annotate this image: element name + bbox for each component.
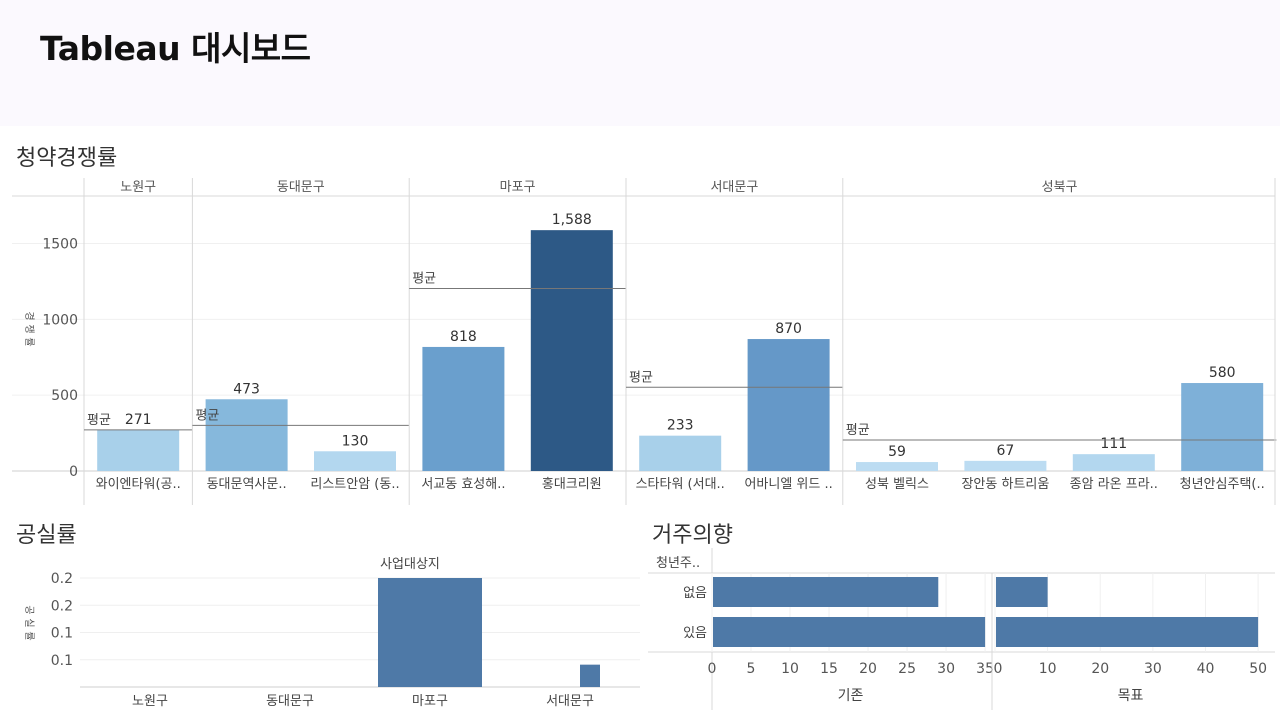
- row-label: 없음: [683, 586, 707, 601]
- panel-label: 기존: [838, 688, 864, 704]
- slide-title: Tableau 대시보드: [40, 29, 311, 68]
- x-tick-label: 30: [937, 661, 955, 677]
- y-tick-label: 0.2: [51, 598, 73, 614]
- bar: [422, 346, 505, 471]
- bar-category-label: 와이엔타워(공..: [96, 477, 181, 492]
- bar-category-label: 어바니엘 위드 ..: [744, 477, 832, 492]
- bar-category-label: 스타타워 (서대..: [636, 477, 725, 492]
- bar-category-label: 종암 라온 프라..: [1070, 477, 1158, 492]
- y-axis-title-glyph: 률: [23, 337, 35, 346]
- bar: [713, 617, 986, 647]
- group-header: 노원구: [120, 180, 156, 195]
- bar-value-label: 59: [888, 444, 906, 460]
- bar: [964, 460, 1047, 471]
- group-header: 마포구: [500, 180, 536, 195]
- bar: [580, 664, 600, 687]
- bar: [1181, 383, 1264, 471]
- bar-value-label: 818: [450, 329, 477, 345]
- bar: [530, 230, 613, 471]
- y-tick-label: 0.1: [51, 653, 73, 669]
- average-label: 평균: [412, 272, 436, 287]
- bar-value-label: 580: [1209, 365, 1236, 381]
- group-header: 동대문구: [277, 180, 325, 195]
- average-label: 평균: [846, 423, 870, 438]
- y-axis-title-glyph: 실: [23, 618, 35, 627]
- bar: [205, 399, 288, 471]
- bar-category-label: 청년안심주택(..: [1180, 477, 1265, 492]
- y-tick-label: 1500: [42, 237, 78, 253]
- vacancy-header: 사업대상지: [380, 557, 440, 572]
- bar: [996, 577, 1048, 607]
- y-tick-label: 0: [69, 464, 78, 480]
- y-tick-label: 500: [51, 388, 78, 404]
- x-tick-label: 35: [976, 661, 994, 677]
- y-axis-title-glyph: 공: [23, 605, 35, 614]
- bar: [747, 339, 830, 471]
- bar-value-label: 1,588: [552, 212, 592, 228]
- competition-title: 청약경쟁률: [16, 146, 118, 171]
- x-tick-label: 20: [859, 661, 877, 677]
- bar-value-label: 473: [233, 381, 260, 397]
- bar: [713, 577, 939, 607]
- y-axis-title-glyph: 쟁: [23, 324, 35, 333]
- vacancy-title: 공실률: [16, 523, 77, 548]
- group-header: 서대문구: [710, 180, 758, 195]
- bar-value-label: 271: [125, 412, 152, 428]
- bar: [97, 429, 180, 471]
- row-label: 있음: [683, 626, 707, 641]
- x-category-label: 마포구: [412, 694, 448, 709]
- y-axis-title-glyph: 경: [23, 311, 36, 320]
- average-label: 평균: [87, 413, 111, 428]
- bar-category-label: 성북 벨릭스: [865, 477, 929, 492]
- x-tick-label: 10: [781, 661, 799, 677]
- x-tick-label: 20: [1091, 661, 1109, 677]
- x-tick-label: 5: [747, 661, 756, 677]
- x-category-label: 노원구: [132, 694, 168, 709]
- bar-category-label: 장안동 하트리움: [961, 477, 1049, 492]
- x-tick-label: 25: [898, 661, 916, 677]
- x-tick-label: 10: [1039, 661, 1057, 677]
- intention-header: 청년주..: [656, 556, 700, 571]
- x-tick-label: 50: [1249, 661, 1267, 677]
- bar-value-label: 111: [1100, 436, 1127, 452]
- bar-value-label: 233: [667, 418, 694, 434]
- group-header: 성북구: [1042, 180, 1078, 195]
- bar-category-label: 리스트안암 (동..: [310, 477, 399, 492]
- x-category-label: 서대문구: [546, 694, 594, 709]
- bar-value-label: 67: [996, 443, 1014, 459]
- bar: [996, 617, 1259, 647]
- bar: [1072, 454, 1155, 471]
- bar: [856, 462, 938, 471]
- y-axis-title-glyph: 률: [23, 631, 35, 640]
- bar-category-label: 홍대크리원: [542, 477, 602, 492]
- average-label: 평균: [629, 370, 653, 385]
- y-tick-label: 0.2: [51, 571, 73, 587]
- x-tick-label: 40: [1197, 661, 1215, 677]
- x-tick-label: 30: [1144, 661, 1162, 677]
- panel-label: 목표: [1118, 688, 1144, 704]
- y-tick-label: 1000: [42, 312, 78, 328]
- x-category-label: 동대문구: [266, 694, 314, 709]
- bar: [314, 451, 396, 471]
- bar-value-label: 130: [342, 433, 369, 449]
- bar: [639, 435, 722, 471]
- bar-category-label: 서교동 효성해..: [421, 477, 505, 492]
- average-label: 평균: [195, 408, 219, 423]
- x-tick-label: 0: [708, 661, 717, 677]
- x-tick-label: 0: [994, 661, 1003, 677]
- bar-value-label: 870: [775, 321, 802, 337]
- x-tick-label: 15: [820, 661, 838, 677]
- bar: [378, 578, 482, 687]
- intention-title: 거주의향: [652, 523, 733, 548]
- bar-category-label: 동대문역사문..: [207, 477, 287, 492]
- y-tick-label: 0.1: [51, 626, 73, 642]
